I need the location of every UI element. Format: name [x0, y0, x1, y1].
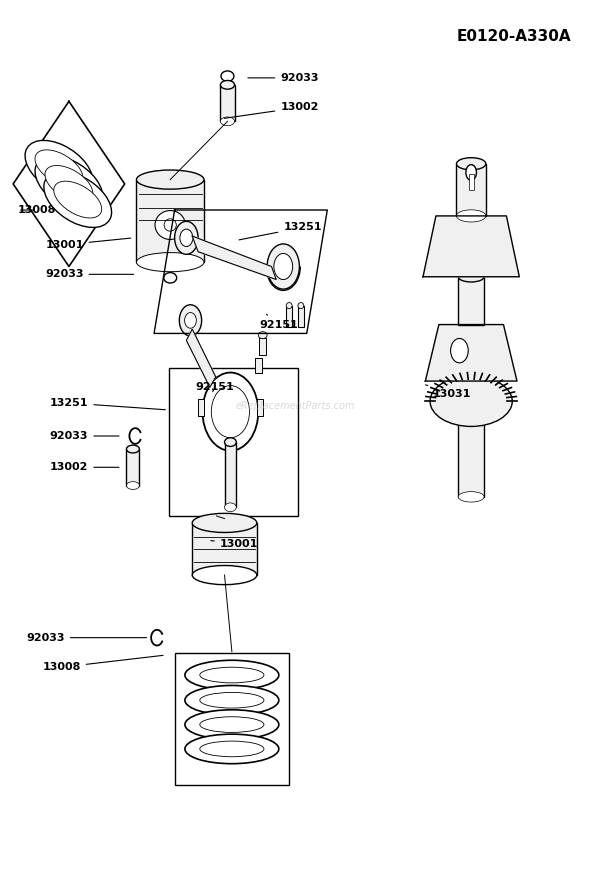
Text: 13251: 13251 — [50, 398, 165, 410]
Ellipse shape — [200, 692, 264, 708]
Ellipse shape — [221, 117, 234, 126]
Ellipse shape — [35, 150, 83, 187]
Polygon shape — [423, 216, 519, 276]
Ellipse shape — [126, 445, 139, 453]
Text: 13002: 13002 — [224, 102, 319, 119]
Ellipse shape — [192, 514, 257, 533]
Ellipse shape — [200, 667, 264, 683]
Ellipse shape — [45, 166, 93, 202]
Text: 92151: 92151 — [195, 382, 234, 392]
Bar — [469, 174, 474, 190]
Ellipse shape — [126, 481, 139, 489]
Bar — [225, 442, 236, 508]
Bar — [258, 337, 266, 355]
Bar — [458, 276, 484, 324]
Text: 13001: 13001 — [211, 539, 258, 548]
Ellipse shape — [211, 385, 250, 438]
Ellipse shape — [185, 710, 279, 739]
Ellipse shape — [155, 210, 185, 240]
Ellipse shape — [457, 158, 486, 170]
Ellipse shape — [298, 303, 304, 309]
Bar — [136, 180, 204, 262]
Bar — [286, 305, 292, 327]
Ellipse shape — [458, 405, 484, 415]
Ellipse shape — [200, 717, 264, 732]
Ellipse shape — [136, 253, 204, 272]
Ellipse shape — [35, 156, 103, 212]
Text: 13008: 13008 — [42, 656, 163, 672]
Text: eReplacementParts.com: eReplacementParts.com — [235, 401, 355, 412]
Bar — [457, 164, 486, 216]
Ellipse shape — [185, 734, 279, 764]
Ellipse shape — [179, 304, 202, 336]
Bar — [169, 368, 298, 516]
Ellipse shape — [258, 331, 267, 338]
Text: 92033: 92033 — [27, 633, 146, 643]
Bar — [458, 410, 484, 497]
Ellipse shape — [451, 338, 468, 363]
Ellipse shape — [44, 172, 112, 228]
Bar — [257, 399, 263, 416]
Ellipse shape — [225, 438, 236, 446]
Text: 92151: 92151 — [260, 314, 299, 330]
Ellipse shape — [221, 71, 234, 81]
Ellipse shape — [225, 503, 236, 512]
Ellipse shape — [175, 221, 198, 255]
Polygon shape — [425, 324, 517, 381]
Bar — [192, 523, 257, 575]
Ellipse shape — [180, 229, 193, 247]
Bar — [198, 399, 204, 416]
Text: 13001: 13001 — [45, 238, 131, 249]
Ellipse shape — [458, 271, 484, 282]
Text: 92033: 92033 — [248, 73, 319, 83]
Text: 92033: 92033 — [45, 269, 134, 279]
Text: 13008: 13008 — [18, 205, 56, 215]
Ellipse shape — [185, 312, 196, 328]
Polygon shape — [186, 329, 216, 387]
Bar — [298, 305, 304, 327]
Ellipse shape — [274, 254, 293, 280]
Ellipse shape — [185, 685, 279, 715]
Ellipse shape — [192, 566, 257, 584]
Ellipse shape — [267, 244, 299, 290]
Ellipse shape — [430, 376, 512, 426]
Ellipse shape — [458, 492, 484, 502]
Ellipse shape — [25, 140, 93, 196]
Text: 13031: 13031 — [425, 385, 471, 399]
Bar — [126, 449, 139, 486]
Ellipse shape — [164, 219, 176, 231]
Ellipse shape — [136, 170, 204, 189]
Bar — [255, 358, 262, 373]
Bar — [221, 85, 234, 121]
Ellipse shape — [164, 273, 176, 283]
Text: 13002: 13002 — [50, 462, 119, 473]
Ellipse shape — [221, 80, 234, 89]
Ellipse shape — [200, 741, 264, 757]
Text: E0120-A330A: E0120-A330A — [457, 29, 571, 44]
Bar — [175, 653, 289, 786]
Ellipse shape — [54, 181, 101, 218]
Ellipse shape — [466, 165, 477, 181]
Polygon shape — [192, 236, 276, 280]
Text: 92033: 92033 — [50, 431, 119, 441]
Ellipse shape — [457, 210, 486, 222]
Ellipse shape — [286, 303, 292, 309]
Ellipse shape — [185, 660, 279, 690]
Text: 13251: 13251 — [239, 222, 322, 240]
